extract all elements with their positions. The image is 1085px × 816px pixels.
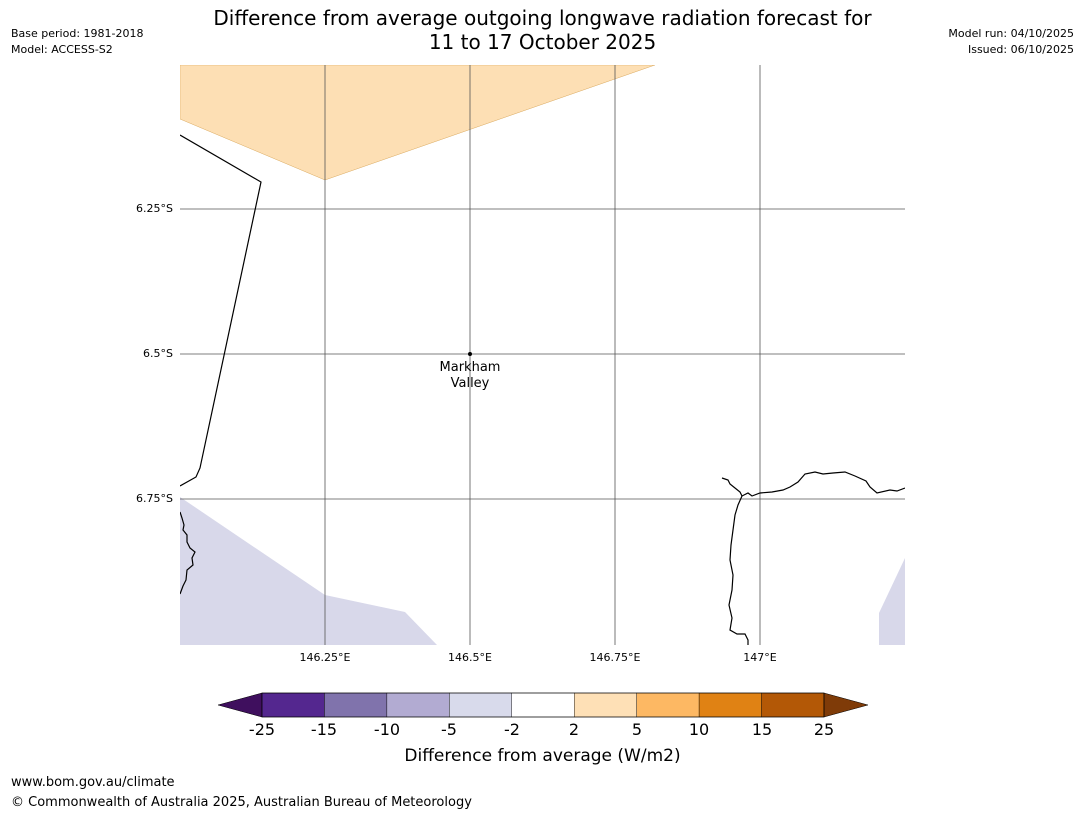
place-marker[interactable] — [468, 352, 472, 356]
colorbar-bin-6 — [574, 692, 637, 718]
base-period: Base period: 1981-2018 — [11, 27, 144, 40]
lon-label-146-5: 146.5°E — [448, 651, 492, 664]
graticule — [180, 65, 905, 645]
colorbar-tick-4: -5 — [441, 720, 457, 739]
colorbar — [217, 692, 869, 718]
place-label: Markham Valley — [420, 360, 520, 392]
lon-label-147: 147°E — [743, 651, 777, 664]
meta-right: Model run: 04/10/2025 Issued: 06/10/2025 — [948, 26, 1074, 58]
place-name-line-1: Markham — [439, 360, 501, 375]
coastline-east-south — [728, 495, 749, 645]
lat-label-6-5: 6.5°S — [143, 347, 173, 360]
colorbar-bin-8 — [698, 692, 762, 718]
map-area[interactable] — [180, 65, 905, 645]
colorbar-bin-4 — [449, 692, 512, 718]
colorbar-label: Difference from average (W/m2) — [404, 746, 681, 766]
coastline-west — [180, 511, 196, 595]
colorbar-bin-3 — [386, 692, 450, 718]
map-title: Difference from average outgoing longwav… — [0, 6, 1085, 54]
province-border — [180, 134, 262, 487]
lon-label-146-25: 146.25°E — [299, 651, 351, 664]
colorbar-bin-2 — [324, 692, 388, 718]
colorbar-bin-5 — [511, 692, 575, 718]
colorbar-tick-7: 5 — [631, 720, 643, 739]
colorbar-tick-5: -2 — [504, 720, 520, 739]
lon-label-146-75: 146.75°E — [589, 651, 641, 664]
model-name: Model: ACCESS-S2 — [11, 43, 113, 56]
negative-anomaly-region-west — [180, 497, 437, 645]
colorbar-bin-9 — [761, 692, 825, 718]
model-run: Model run: 04/10/2025 — [948, 27, 1074, 40]
meta-left: Base period: 1981-2018 Model: ACCESS-S2 — [11, 26, 143, 58]
colorbar-tick-3: -10 — [373, 720, 401, 739]
colorbar-bin-7 — [636, 692, 700, 718]
lat-label-6-25: 6.25°S — [136, 202, 173, 215]
colorbar-tick-10: 25 — [813, 720, 835, 739]
title-line-1: Difference from average outgoing longwav… — [213, 6, 872, 30]
colorbar-tick-2: -15 — [310, 720, 338, 739]
colorbar-bins — [261, 692, 825, 718]
coastline-east — [721, 471, 905, 497]
colorbar-low-extension — [217, 692, 263, 718]
colorbar-tick-1: -25 — [248, 720, 276, 739]
colorbar-bin-1 — [261, 692, 325, 718]
colorbar-tick-8: 10 — [688, 720, 710, 739]
footer-copyright: © Commonwealth of Australia 2025, Austra… — [11, 795, 472, 810]
place-name-line-2: Valley — [450, 376, 490, 391]
boundaries — [180, 134, 905, 645]
negative-anomaly-region-east — [879, 558, 905, 645]
colorbar-tick-9: 15 — [751, 720, 773, 739]
colorbar-outline — [261, 692, 825, 718]
colorbar-tick-6: 2 — [568, 720, 580, 739]
title-line-2: 11 to 17 October 2025 — [428, 30, 657, 54]
colorbar-high-extension — [823, 692, 869, 718]
footer-url[interactable]: www.bom.gov.au/climate — [11, 775, 175, 790]
issued-date: Issued: 06/10/2025 — [967, 43, 1074, 56]
lat-label-6-75: 6.75°S — [136, 492, 173, 505]
